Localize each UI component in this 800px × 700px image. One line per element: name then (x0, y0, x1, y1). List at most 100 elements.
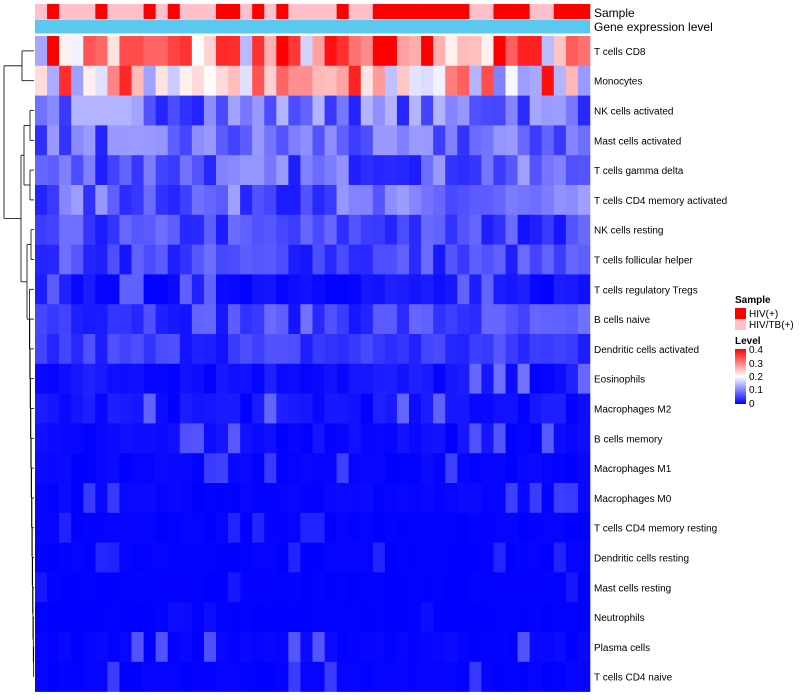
heatmap-cell (541, 334, 555, 365)
heatmap-cell (565, 661, 579, 692)
heatmap-cell (155, 36, 169, 67)
heatmap-cell (240, 274, 253, 305)
heatmap-cell (409, 214, 422, 245)
heatmap-cell (517, 542, 530, 573)
row-label: Plasma cells (594, 643, 650, 654)
heatmap-cell (457, 661, 470, 692)
heatmap-cell (372, 155, 386, 186)
heatmap-cell (577, 274, 591, 305)
gene-expression-bar (35, 19, 590, 34)
heatmap-cell (252, 363, 265, 394)
legend-swatch-hiv (735, 308, 746, 319)
heatmap-cell (167, 125, 181, 156)
heatmap-cell (107, 155, 120, 186)
heatmap-cell (384, 36, 398, 67)
heatmap-cell (179, 65, 193, 96)
heatmap-cell (577, 95, 591, 126)
heatmap-cell (409, 65, 422, 96)
row-label: Macrophages M0 (594, 494, 672, 505)
level-tick-0-3: 0.3 (749, 359, 763, 370)
heatmap-cell (191, 185, 205, 216)
heatmap-cell (372, 125, 386, 156)
heatmap-cell (252, 155, 265, 186)
heatmap-cell (565, 423, 579, 454)
heatmap-cell (264, 244, 277, 275)
heatmap-cell (59, 95, 72, 126)
heatmap-cell (83, 185, 96, 216)
heatmap-cell (445, 185, 458, 216)
sample-cell (300, 4, 313, 19)
heatmap-cell (505, 602, 518, 633)
heatmap-cell (577, 483, 591, 514)
heatmap-cell (215, 95, 229, 126)
heatmap-cell (384, 661, 398, 692)
heatmap-cell (433, 304, 446, 335)
heatmap-cell (155, 95, 169, 126)
heatmap-cell (143, 572, 156, 603)
heatmap-cell (131, 393, 144, 424)
heatmap-cell (457, 185, 470, 216)
heatmap-cell (288, 155, 301, 186)
heatmap-cell (312, 483, 325, 514)
heatmap-cell (457, 393, 470, 424)
heatmap-cell (155, 274, 169, 305)
heatmap-cell (445, 512, 458, 543)
heatmap-cell (541, 512, 555, 543)
heatmap-cell (35, 632, 48, 663)
heatmap-cell (445, 244, 458, 275)
heatmap-cell (493, 125, 506, 156)
heatmap-cell (47, 453, 60, 484)
heatmap-cell (143, 244, 156, 275)
heatmap-cell (83, 632, 96, 663)
heatmap-cell (71, 512, 84, 543)
heatmap-cell (228, 214, 241, 245)
heatmap-cell (421, 155, 434, 186)
heatmap-cell (179, 483, 193, 514)
sample-cell (252, 4, 265, 19)
heatmap-cell (215, 393, 229, 424)
heatmap-cell (312, 155, 325, 186)
heatmap-cell (35, 572, 48, 603)
heatmap-cell (179, 363, 193, 394)
heatmap-cell (505, 95, 518, 126)
heatmap-cell (155, 125, 169, 156)
heatmap-cell (324, 602, 337, 633)
heatmap-cell (553, 244, 567, 275)
heatmap-cell (493, 185, 506, 216)
heatmap-cell (577, 423, 591, 454)
heatmap-cell (348, 632, 362, 663)
sample-annotation-track (35, 4, 591, 19)
heatmap-cell (215, 274, 229, 305)
heatmap-cell (421, 393, 434, 424)
sample-cell (35, 4, 48, 19)
legend: Sample HIV(+) HIV/TB(+) Level 0.4 0.3 0.… (735, 295, 794, 410)
heatmap-cell (493, 483, 506, 514)
sample-cell (228, 4, 241, 19)
heatmap-cell (167, 542, 181, 573)
heatmap-cell (384, 483, 398, 514)
heatmap-cell (179, 214, 193, 245)
heatmap-cell (505, 393, 518, 424)
heatmap-cell (505, 453, 518, 484)
heatmap-cell (409, 661, 422, 692)
heatmap-cell (107, 125, 120, 156)
heatmap-cell (179, 36, 193, 67)
heatmap-cell (264, 572, 277, 603)
heatmap-cell (312, 244, 325, 275)
heatmap-cell (529, 602, 543, 633)
heatmap-cell (228, 363, 241, 394)
heatmap-cell (83, 304, 96, 335)
heatmap-cell (288, 483, 301, 514)
heatmap-cell (409, 512, 422, 543)
heatmap-cell (360, 274, 374, 305)
heatmap-cell (541, 214, 555, 245)
heatmap-cell (457, 214, 470, 245)
heatmap-cell (155, 304, 169, 335)
heatmap-cell (481, 95, 494, 126)
heatmap-cell (336, 542, 349, 573)
heatmap-cell (421, 65, 434, 96)
heatmap-cell (553, 363, 567, 394)
heatmap-cell (505, 155, 518, 186)
heatmap-cell (131, 661, 144, 692)
